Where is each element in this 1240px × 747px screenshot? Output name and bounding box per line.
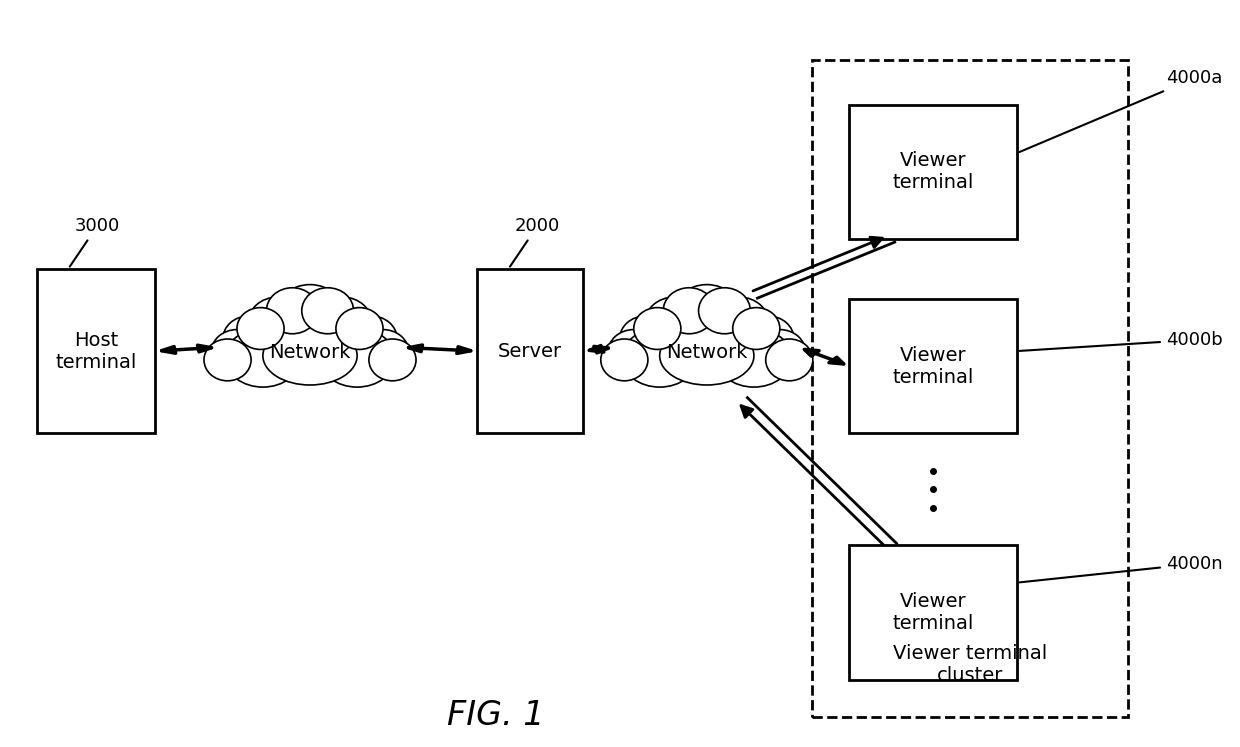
- Ellipse shape: [742, 316, 794, 362]
- Text: 2000: 2000: [510, 217, 559, 267]
- Ellipse shape: [600, 339, 647, 381]
- Ellipse shape: [622, 329, 697, 387]
- Ellipse shape: [766, 339, 813, 381]
- Text: Network: Network: [666, 343, 748, 362]
- Ellipse shape: [672, 285, 742, 347]
- Ellipse shape: [275, 285, 345, 347]
- FancyBboxPatch shape: [37, 269, 155, 433]
- Ellipse shape: [754, 329, 806, 376]
- Ellipse shape: [345, 316, 397, 362]
- Ellipse shape: [711, 297, 769, 352]
- Text: Host
terminal: Host terminal: [56, 331, 136, 371]
- Ellipse shape: [267, 288, 319, 334]
- Ellipse shape: [223, 316, 275, 362]
- Ellipse shape: [226, 329, 300, 387]
- Ellipse shape: [203, 339, 250, 381]
- Ellipse shape: [370, 339, 415, 381]
- Ellipse shape: [211, 329, 263, 376]
- Text: 3000: 3000: [69, 217, 119, 267]
- Text: 4000n: 4000n: [1019, 555, 1223, 583]
- Text: Viewer terminal
cluster: Viewer terminal cluster: [893, 645, 1048, 685]
- FancyBboxPatch shape: [477, 269, 583, 433]
- Ellipse shape: [263, 326, 357, 385]
- FancyBboxPatch shape: [812, 60, 1128, 717]
- Ellipse shape: [608, 329, 660, 376]
- Ellipse shape: [237, 308, 284, 350]
- Ellipse shape: [336, 308, 383, 350]
- FancyBboxPatch shape: [849, 105, 1017, 239]
- Text: Network: Network: [269, 343, 351, 362]
- Ellipse shape: [620, 316, 672, 362]
- Text: Viewer
terminal: Viewer terminal: [893, 152, 973, 192]
- Ellipse shape: [357, 329, 409, 376]
- Text: Viewer
terminal: Viewer terminal: [893, 346, 973, 386]
- Ellipse shape: [733, 308, 780, 350]
- Text: 4000a: 4000a: [1019, 69, 1221, 152]
- Text: Server: Server: [498, 341, 562, 361]
- Ellipse shape: [301, 288, 353, 334]
- Ellipse shape: [663, 288, 715, 334]
- Ellipse shape: [645, 297, 703, 352]
- Text: FIG. 1: FIG. 1: [448, 699, 544, 732]
- Ellipse shape: [717, 329, 791, 387]
- Text: 4000b: 4000b: [1019, 331, 1223, 351]
- FancyBboxPatch shape: [849, 545, 1017, 680]
- Ellipse shape: [248, 297, 306, 352]
- Ellipse shape: [698, 288, 750, 334]
- Ellipse shape: [320, 329, 394, 387]
- Ellipse shape: [634, 308, 681, 350]
- Text: Viewer
terminal: Viewer terminal: [893, 592, 973, 633]
- FancyBboxPatch shape: [849, 299, 1017, 433]
- Ellipse shape: [314, 297, 372, 352]
- Ellipse shape: [660, 326, 754, 385]
